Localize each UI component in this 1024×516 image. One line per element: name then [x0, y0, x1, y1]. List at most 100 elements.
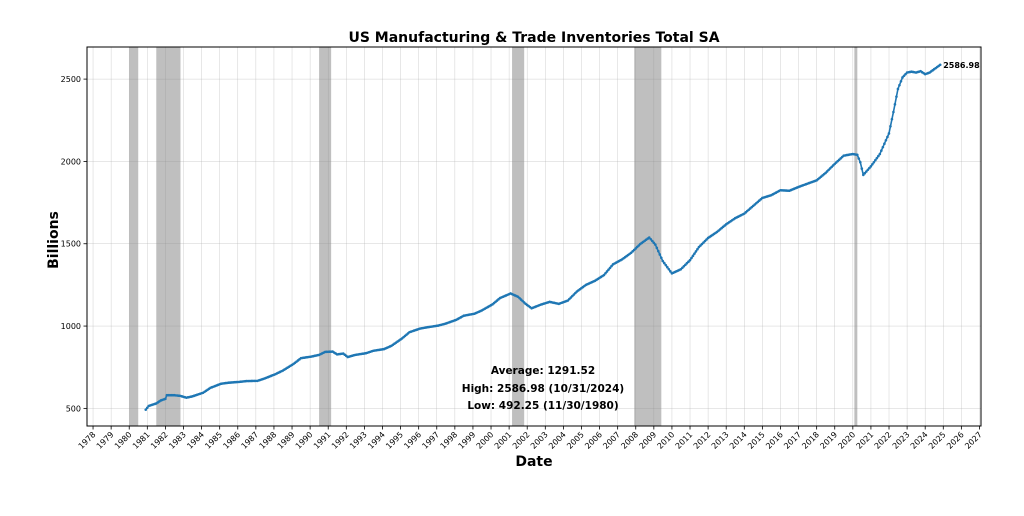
x-tick-label: 2022 — [873, 430, 894, 451]
x-tick-label: 1986 — [221, 430, 242, 451]
x-tick-label: 2016 — [764, 430, 785, 451]
data-point — [902, 74, 906, 78]
x-tick-label: 2008 — [619, 430, 640, 451]
x-tick-label: 1984 — [185, 430, 206, 451]
data-point — [657, 249, 660, 253]
x-tick-label: 1994 — [366, 430, 387, 451]
data-point — [889, 125, 892, 128]
data-point — [883, 142, 886, 146]
x-tick-label: 1993 — [348, 430, 369, 451]
x-tick-label: 2000 — [475, 430, 496, 451]
data-point — [880, 149, 883, 152]
data-point — [662, 261, 666, 265]
x-tick-label: 2002 — [511, 430, 532, 451]
recession-band — [634, 47, 662, 426]
data-point — [647, 236, 651, 239]
data-point — [859, 160, 862, 164]
data-point — [893, 103, 897, 106]
data-point — [658, 253, 662, 256]
data-point — [872, 160, 876, 164]
recession-band — [512, 47, 525, 426]
data-point — [693, 252, 696, 255]
y-tick-label: 2000 — [61, 157, 81, 166]
data-point — [862, 173, 865, 177]
data-point — [610, 264, 613, 268]
x-tick-label: 2011 — [674, 430, 695, 451]
x-tick-label: 1996 — [402, 430, 423, 451]
data-point — [650, 239, 654, 243]
data-point — [666, 265, 669, 269]
data-point — [869, 165, 873, 168]
x-tick-label: 2014 — [728, 430, 749, 451]
data-point — [654, 243, 657, 246]
data-point — [669, 270, 672, 273]
data-point — [164, 397, 167, 401]
x-axis-ticks: 1978197919801981198219831984198519861987… — [77, 426, 984, 451]
data-point — [855, 153, 859, 157]
x-tick-label: 2003 — [529, 430, 550, 451]
recession-band — [156, 47, 181, 426]
x-tick-label: 1987 — [240, 430, 261, 451]
data-point — [690, 256, 693, 260]
data-point — [865, 170, 868, 173]
data-point — [877, 154, 880, 158]
data-point — [655, 246, 659, 250]
data-point — [874, 158, 877, 162]
data-point — [884, 139, 888, 142]
data-point — [890, 117, 894, 121]
data-point — [898, 83, 901, 87]
data-point — [868, 166, 871, 170]
series-line — [145, 64, 941, 411]
data-point — [895, 95, 898, 98]
stat-high: High: 2586.98 (10/31/2024) — [462, 383, 624, 395]
x-tick-label: 1978 — [77, 430, 98, 451]
y-axis-ticks: 500 1000 1500 2000 2500 — [61, 75, 87, 413]
data-point — [607, 268, 610, 271]
end-value-label: 2586.98 — [943, 61, 980, 70]
data-point — [866, 168, 870, 172]
data-point — [904, 72, 907, 76]
x-tick-label: 2015 — [746, 430, 767, 451]
data-point — [664, 263, 668, 267]
x-tick-label: 2017 — [782, 430, 803, 451]
data-point — [605, 270, 609, 273]
x-tick-label: 1992 — [330, 430, 351, 451]
data-point — [871, 163, 874, 166]
x-tick-label: 1995 — [384, 430, 405, 451]
x-tick-label: 2013 — [710, 430, 731, 451]
x-tick-label: 1980 — [113, 430, 134, 451]
data-point — [696, 247, 699, 251]
x-tick-label: 1999 — [457, 430, 478, 451]
x-tick-label: 1988 — [258, 430, 279, 451]
recession-layer — [129, 47, 858, 426]
x-tick-label: 2007 — [601, 430, 622, 451]
data-point — [875, 156, 879, 160]
data-point — [857, 157, 861, 160]
data-point — [892, 110, 895, 114]
x-tick-label: 2001 — [493, 430, 514, 451]
x-tick-label: 2024 — [909, 430, 930, 451]
x-tick-label: 2012 — [692, 430, 713, 451]
data-point — [661, 259, 665, 263]
x-tick-label: 2018 — [800, 430, 821, 451]
x-tick-label: 2009 — [637, 430, 658, 451]
x-tick-label: 2027 — [963, 430, 984, 451]
x-axis-label: Date — [515, 454, 552, 470]
data-point — [649, 237, 653, 241]
data-point — [901, 76, 904, 79]
stat-average: Average: 1291.52 — [491, 365, 595, 377]
data-point — [886, 135, 889, 139]
data-point — [938, 63, 942, 67]
x-tick-label: 2025 — [927, 430, 948, 451]
recession-band — [854, 47, 858, 426]
series-layer — [144, 63, 942, 411]
data-point — [145, 406, 149, 410]
x-tick-label: 1998 — [439, 430, 460, 451]
x-tick-label: 2023 — [891, 430, 912, 451]
x-tick-label: 1981 — [131, 430, 152, 451]
x-tick-label: 1989 — [276, 430, 297, 451]
x-tick-label: 1983 — [167, 430, 188, 451]
x-tick-label: 2020 — [836, 430, 857, 451]
